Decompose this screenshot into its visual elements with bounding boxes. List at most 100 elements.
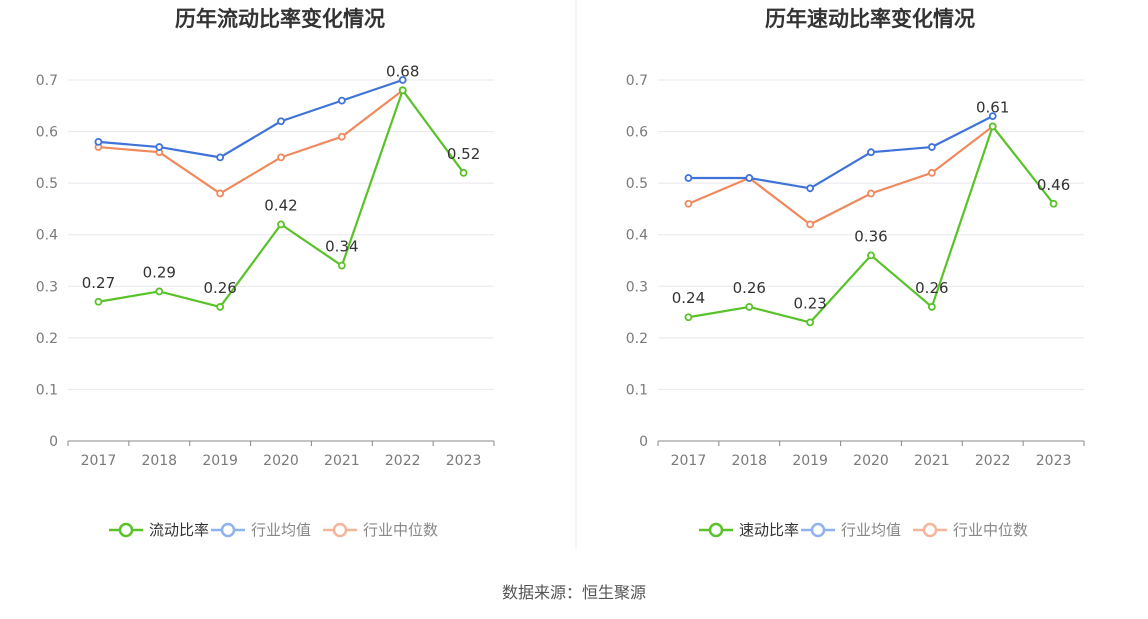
data-point[interactable] <box>337 96 346 105</box>
y-tick-label: 0.3 <box>36 279 58 295</box>
y-tick-label: 0.2 <box>626 331 648 347</box>
x-tick-label: 2022 <box>975 453 1011 469</box>
y-tick-label: 0.5 <box>626 176 648 192</box>
x-tick-label: 2017 <box>81 453 117 469</box>
data-point[interactable] <box>684 199 693 208</box>
y-tick-label: 0.5 <box>36 176 58 192</box>
data-label: 0.23 <box>793 294 826 312</box>
legend-label: 行业中位数 <box>953 521 1028 539</box>
data-point[interactable] <box>459 168 468 177</box>
y-tick-label: 0.6 <box>36 125 58 141</box>
data-point[interactable] <box>806 220 815 229</box>
legend-marker <box>708 522 724 538</box>
legend-item[interactable]: 行业中位数 <box>323 521 438 539</box>
data-label: 0.61 <box>976 98 1009 116</box>
series-line <box>98 78 404 159</box>
legend-item[interactable]: 行业中位数 <box>913 521 1028 539</box>
data-point[interactable] <box>1049 199 1058 208</box>
data-point[interactable] <box>867 189 875 198</box>
legend-item[interactable]: 行业均值 <box>801 521 901 539</box>
data-point[interactable] <box>277 153 285 162</box>
x-tick-label: 2022 <box>385 453 421 469</box>
y-tick-label: 0.2 <box>36 331 58 347</box>
source-note: 数据来源：恒生聚源 <box>502 583 646 602</box>
x-tick-label: 2021 <box>324 453 360 469</box>
x-tick-label: 2019 <box>792 453 828 469</box>
x-tick-label: 2021 <box>914 453 950 469</box>
legend-marker <box>922 522 938 538</box>
data-point[interactable] <box>867 251 875 260</box>
data-label: 0.26 <box>915 279 948 297</box>
data-point[interactable] <box>277 220 285 229</box>
y-tick-label: 0 <box>49 434 58 450</box>
data-point[interactable] <box>155 287 164 296</box>
data-point[interactable] <box>216 189 225 198</box>
y-tick-label: 0.6 <box>626 125 648 141</box>
legend-label: 流动比率 <box>149 521 209 539</box>
data-point[interactable] <box>216 153 225 162</box>
data-label: 0.42 <box>264 196 297 214</box>
data-label: 0.52 <box>447 145 480 163</box>
y-tick-label: 0.1 <box>36 382 58 398</box>
data-point[interactable] <box>988 112 997 120</box>
data-point[interactable] <box>745 174 754 182</box>
data-point[interactable] <box>867 148 875 157</box>
chart-title: 历年速动比率变化情况 <box>765 7 975 31</box>
data-point[interactable] <box>337 132 346 141</box>
data-point[interactable] <box>684 313 693 322</box>
data-point[interactable] <box>927 143 936 151</box>
chart-title: 历年流动比率变化情况 <box>175 7 385 31</box>
legend-marker <box>220 522 236 538</box>
legend-item[interactable]: 流动比率 <box>109 521 209 539</box>
legend-label: 行业均值 <box>841 521 901 539</box>
x-tick-label: 2018 <box>731 453 767 469</box>
y-tick-label: 0.1 <box>626 382 648 398</box>
legend-marker <box>118 522 134 538</box>
y-tick-label: 0.3 <box>626 279 648 295</box>
data-point[interactable] <box>94 297 103 306</box>
data-point[interactable] <box>806 184 815 193</box>
data-point[interactable] <box>277 117 285 126</box>
legend-marker <box>810 522 826 538</box>
data-label: 0.36 <box>854 227 887 245</box>
chart-current-ratio: 历年流动比率变化情况 0 0.1 0.2 0.3 0.4 0.5 0.6 0.7 2017 2018… <box>36 7 495 539</box>
x-tick-label: 2023 <box>446 453 482 469</box>
data-label: 0.68 <box>386 62 419 80</box>
data-point[interactable] <box>216 303 225 311</box>
x-tick-label: 2017 <box>671 453 707 469</box>
data-point[interactable] <box>927 168 936 177</box>
x-tick-label: 2023 <box>1036 453 1072 469</box>
y-tick-label: 0.4 <box>36 228 58 244</box>
data-point[interactable] <box>155 143 164 151</box>
x-tick-label: 2020 <box>853 453 889 469</box>
legend-label: 行业均值 <box>251 521 311 539</box>
data-label: 0.46 <box>1037 176 1070 194</box>
data-label: 0.29 <box>143 263 176 281</box>
data-point[interactable] <box>806 318 815 327</box>
y-tick-label: 0.7 <box>626 73 648 89</box>
legend-marker <box>332 522 348 538</box>
data-point[interactable] <box>745 303 754 311</box>
data-point[interactable] <box>398 86 407 95</box>
data-point[interactable] <box>337 261 346 270</box>
data-label: 0.27 <box>82 274 115 292</box>
legend-item[interactable]: 速动比率 <box>699 521 799 539</box>
data-point[interactable] <box>94 137 103 146</box>
data-label: 0.26 <box>203 279 236 297</box>
y-tick-label: 0.7 <box>36 73 58 89</box>
legend-label: 速动比率 <box>739 521 799 539</box>
data-label: 0.24 <box>672 289 705 307</box>
data-point[interactable] <box>684 174 693 182</box>
data-point[interactable] <box>988 122 997 131</box>
x-tick-label: 2019 <box>202 453 238 469</box>
data-label: 0.26 <box>733 279 766 297</box>
legend-label: 行业中位数 <box>363 521 438 539</box>
data-point[interactable] <box>927 303 936 311</box>
legend-item[interactable]: 行业均值 <box>211 521 311 539</box>
series-line <box>688 115 994 190</box>
data-point[interactable] <box>398 76 407 84</box>
data-label: 0.34 <box>325 238 358 256</box>
y-tick-label: 0.4 <box>626 228 648 244</box>
